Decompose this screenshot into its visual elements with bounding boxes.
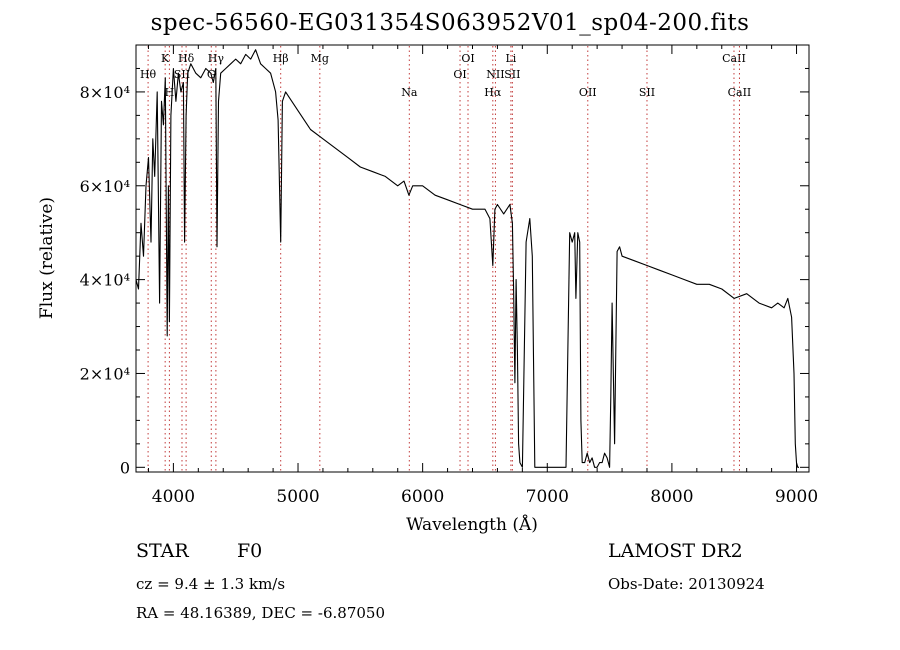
spectrum-line [135,49,799,468]
x-axis-label: Wavelength (Å) [406,514,538,535]
line-marker-label: OI [461,52,474,65]
y-tick-label: 0 [120,458,130,477]
x-tick-label: 7000 [526,487,569,507]
y-tick-label: 6×10⁴ [80,177,130,196]
coordinates: RA = 48.16389, DEC = -6.87050 [136,604,385,622]
line-marker-label: CaII [722,52,746,65]
y-axis-label: Flux (relative) [37,197,57,319]
x-tick-label: 4000 [152,487,195,507]
x-tick-label: 9000 [775,487,818,507]
axes: 4000 5000 6000 7000 8000 9000 0 2×10⁴ 4×10⁴ 6×10⁴… [80,45,818,507]
line-marker-label: Hθ [140,68,157,81]
observation-date: Obs-Date: 20130924 [608,575,765,593]
line-marker-label: Li [505,52,516,65]
line-marker-label: Hβ [273,52,289,65]
x-tick-label: 6000 [401,487,444,507]
y-tick-label: 2×10⁴ [80,364,130,383]
chart-title: spec-56560-EG031354S063952V01_sp04-200.f… [150,10,750,36]
x-tick-label: 5000 [276,487,319,507]
line-marker-label: NII [486,68,504,81]
line-marker-label: Na [401,86,418,99]
line-marker-label: Hγ [208,52,225,65]
y-tick-label: 4×10⁴ [80,271,130,290]
survey-name: LAMOST DR2 [608,540,743,562]
line-marker-label: Mg [311,52,329,65]
line-marker-label: OII [579,86,597,99]
line-marker-label: Hδ [178,52,195,65]
line-marker-label: H [165,86,175,99]
series-layer [135,49,799,468]
line-marker-label: SII [639,86,655,99]
line-marker-label: CaII [728,86,752,99]
spectral-subclass: F0 [237,540,263,562]
plot-frame [135,44,810,473]
line-marker-label: OI [453,68,466,81]
line-marker-label: Hα [484,86,502,99]
object-class: STAR [136,540,189,562]
y-tick-label: 8×10⁴ [80,83,130,102]
line-marker-label: K [161,52,170,65]
x-tick-label: 8000 [650,487,693,507]
line-marker-label: SII [504,68,520,81]
redshift-cz: cz = 9.4 ± 1.3 km/s [136,575,286,593]
